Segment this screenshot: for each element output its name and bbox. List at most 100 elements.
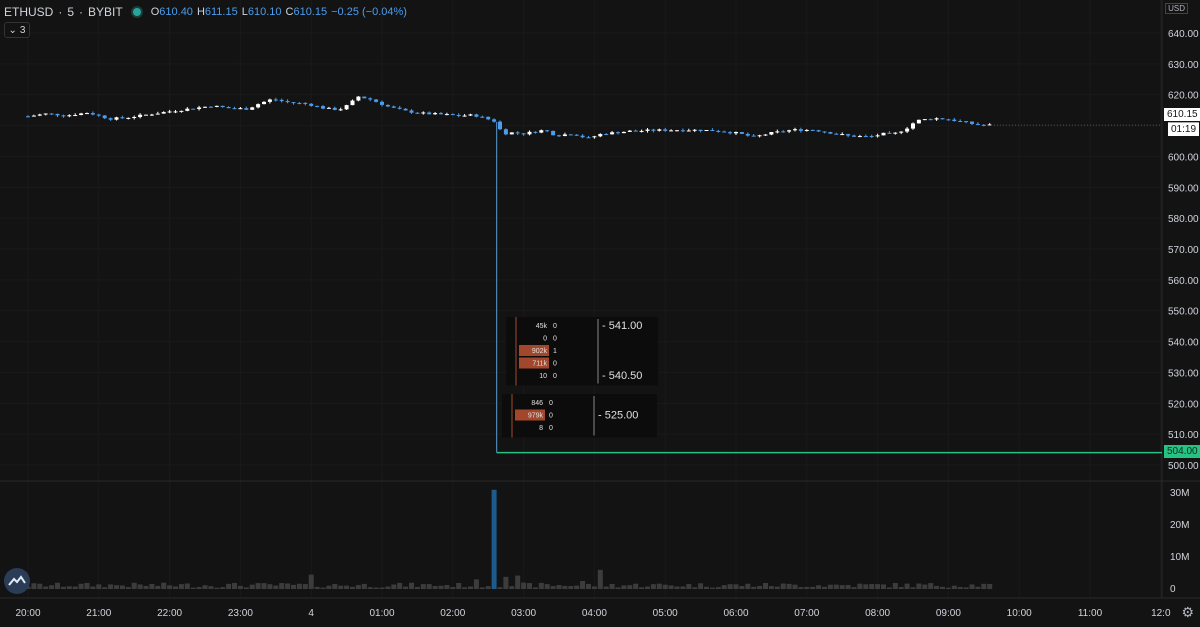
volume-bar	[403, 586, 409, 589]
orderbook-price: - 540.50	[602, 370, 642, 382]
candle-body	[810, 129, 815, 131]
candle-body	[846, 134, 851, 136]
volume-bar	[208, 586, 214, 589]
orderbook-size: 45k	[536, 323, 548, 330]
volume-bar	[296, 583, 302, 589]
candle-body	[450, 114, 455, 116]
volume-bar	[910, 587, 916, 589]
candle-body	[368, 98, 373, 100]
volume-bar	[875, 584, 881, 589]
candle-body	[562, 134, 567, 137]
currency-label[interactable]: USD	[1165, 3, 1188, 14]
candle-body	[326, 107, 331, 109]
symbol-name[interactable]: ETHUSD	[4, 5, 54, 19]
candle-body	[291, 102, 296, 104]
volume-bar	[320, 587, 326, 589]
volume-bar	[37, 583, 43, 589]
volume-bar	[898, 587, 904, 589]
symbol-header[interactable]: ETHUSD · 5 · BYBIT O610.40 H611.15 L610.…	[4, 4, 407, 20]
candle-body	[285, 101, 290, 103]
candle-body	[539, 130, 544, 133]
price-tick-label: 590.00	[1168, 183, 1199, 194]
volume-bar	[255, 583, 261, 589]
volume-bar	[249, 584, 255, 589]
volume-bar	[55, 582, 60, 589]
volume-bar	[202, 585, 208, 589]
volume-bar	[379, 587, 385, 589]
candle-body	[197, 107, 202, 110]
indicators-toggle-button[interactable]: ⌄ 3	[4, 22, 30, 38]
volume-bar	[957, 586, 963, 589]
candle-body	[273, 99, 278, 101]
candle-body	[220, 105, 225, 108]
volume-bar	[603, 586, 609, 589]
candle-body	[385, 104, 390, 107]
exchange-label[interactable]: BYBIT	[88, 5, 123, 19]
candle-body	[686, 130, 691, 132]
volume-bar	[550, 586, 556, 589]
orderbook-price: - 541.00	[602, 320, 642, 332]
orderbook-size: 10	[539, 373, 547, 380]
orderbook-price: - 525.00	[598, 410, 638, 422]
candle-body	[49, 113, 54, 115]
volume-bar	[857, 583, 863, 589]
candle-body	[663, 129, 668, 131]
volume-bar	[108, 584, 114, 589]
orderbook-size: 846	[531, 400, 543, 407]
volume-bar	[757, 585, 763, 589]
candle-body	[492, 119, 497, 122]
candle-body	[208, 106, 213, 108]
orderbook-size: 979k	[528, 413, 544, 420]
candle-body	[427, 112, 432, 115]
candle-body	[415, 112, 420, 114]
volume-bar	[125, 587, 131, 589]
volume-bar	[881, 584, 886, 589]
volume-bar	[78, 583, 84, 589]
candle-body	[73, 115, 78, 117]
tradingview-logo-icon[interactable]	[4, 568, 30, 594]
orderbook-count: 0	[553, 361, 557, 368]
volume-bar	[609, 583, 615, 589]
volume-bar	[922, 584, 928, 589]
candle-body	[911, 123, 915, 129]
volume-bar	[892, 583, 898, 589]
orderbook-count: 0	[553, 323, 557, 330]
orderbook-count: 0	[553, 373, 557, 380]
gear-icon[interactable]: ⚙	[1181, 604, 1194, 620]
volume-pane	[25, 489, 993, 589]
volume-bar	[568, 586, 574, 589]
candle-body	[226, 107, 231, 109]
volume-bar	[591, 586, 597, 589]
interval-label[interactable]: 5	[67, 5, 75, 19]
candle-body	[167, 111, 172, 113]
close-key: C	[285, 6, 294, 18]
candle-body	[444, 114, 449, 116]
candle-body	[462, 115, 467, 117]
candle-body	[279, 99, 284, 102]
candle-body	[456, 114, 461, 116]
volume-bar	[167, 585, 173, 589]
candle-body	[928, 119, 933, 121]
volume-bar	[786, 583, 792, 589]
volume-bar	[981, 583, 987, 589]
candle-body	[297, 102, 302, 104]
volume-bar	[668, 585, 674, 589]
volume-axis: 30M 20M 10M 0	[1170, 488, 1189, 595]
candle-body	[362, 96, 367, 99]
candle-body	[409, 110, 414, 113]
volume-bar	[432, 586, 438, 589]
time-tick-label: 10:00	[1007, 608, 1032, 619]
volume-bar	[302, 584, 308, 589]
volume-bar	[414, 586, 420, 589]
volume-bar	[704, 586, 709, 589]
candle-body	[627, 130, 632, 132]
candle-body	[822, 131, 827, 133]
candle-body	[439, 113, 443, 115]
time-tick-label: 04:00	[582, 608, 607, 619]
market-status-icon[interactable]	[132, 8, 141, 16]
countdown-label: 01:19	[1168, 122, 1200, 136]
candle-body	[551, 130, 556, 136]
